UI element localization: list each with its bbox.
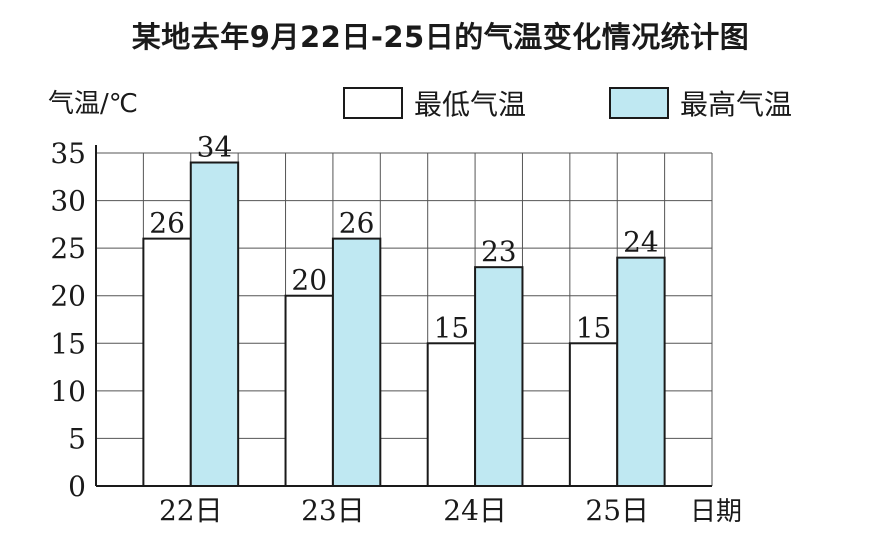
y-tick-label: 0 [68, 470, 86, 503]
bar-max-3 [616, 256, 666, 487]
bar-max-0 [189, 161, 240, 487]
y-tick-label: 30 [50, 185, 86, 218]
axes [95, 145, 712, 487]
data-label: 15 [434, 311, 470, 344]
x-tick-label: 22日 [159, 494, 223, 527]
data-label: 34 [197, 131, 233, 164]
data-label: 24 [623, 226, 659, 259]
x-tick-label: 25日 [585, 494, 649, 527]
data-label: 23 [481, 235, 517, 268]
bar-max-1 [331, 237, 382, 487]
bar-min-3 [568, 342, 619, 487]
legend-swatch-max [609, 87, 669, 119]
data-label: 15 [576, 311, 612, 344]
y-tick-label: 10 [50, 375, 86, 408]
bar-min-1 [284, 294, 334, 488]
bar-min-2 [426, 342, 477, 487]
y-axis-label: 气温/℃ [48, 89, 138, 119]
y-tick-label: 35 [50, 137, 86, 170]
data-label: 26 [149, 207, 185, 240]
y-tick-label: 5 [68, 422, 86, 455]
bar-max-2 [474, 266, 524, 487]
x-tick-label: 23日 [301, 494, 365, 527]
y-tick-label: 15 [50, 327, 86, 360]
legend-label: 最高气温 [680, 88, 792, 121]
legend-label: 最低气温 [414, 88, 526, 121]
legend-swatch-min [343, 87, 403, 119]
labels: 0 5 10 15 20 25 30 35 26 34 22日 20 26 23日 15 23 24日 15 24 2… [50, 131, 658, 527]
bar-min-0 [142, 237, 192, 487]
chart-title: 某地去年9月22日-25日的气温变化情况统计图 [131, 20, 750, 54]
data-label: 20 [291, 264, 327, 297]
bars [142, 161, 666, 488]
data-label: 26 [339, 207, 375, 240]
x-tick-label: 24日 [443, 494, 507, 527]
x-axis-label: 日期 [690, 497, 742, 527]
legend: 最低气温 最高气温 [343, 87, 792, 121]
y-tick-label: 20 [50, 280, 86, 313]
y-tick-label: 25 [50, 232, 86, 265]
